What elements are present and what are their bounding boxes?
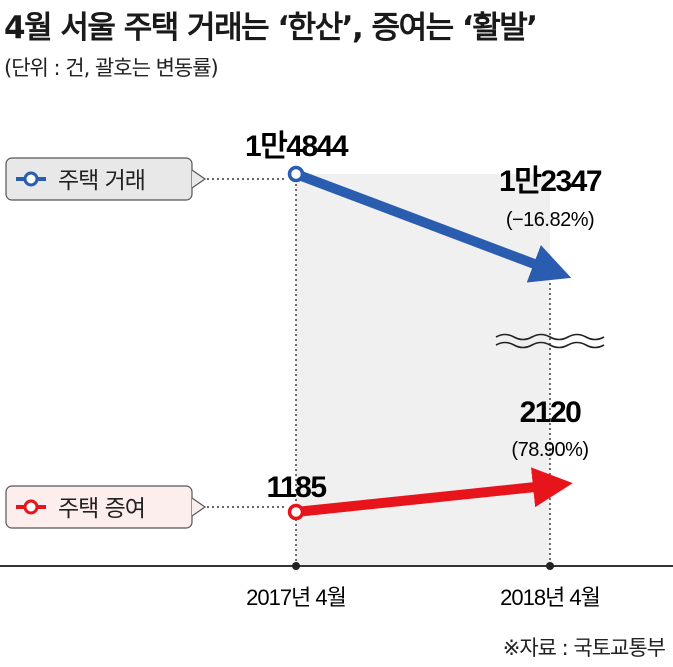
legend-gift: 주택 증여 (5, 485, 207, 529)
unit-note: (단위 : 건, 괄호는 변동률) (4, 56, 219, 80)
series-line-transaction (294, 169, 572, 283)
chart-title: 4월 서울 주택 거래는 ‘한산’, 증여는 ‘활발’ (4, 10, 538, 46)
legend-marker (23, 499, 39, 515)
data-point-gift-2017 (287, 503, 305, 521)
x-tick-label-2017: 2017년 4월 (246, 585, 346, 610)
data-label-transaction-2017: 1만4844 (245, 130, 349, 163)
legend-label-gift: 주택 증여 (58, 496, 145, 522)
change-label-transaction: (−16.82%) (506, 209, 594, 231)
data-point-transaction-2017 (287, 165, 305, 183)
data-label-transaction-2018: 1만2347 (499, 165, 602, 198)
x-axis-tick-dot (546, 562, 554, 570)
data-label-gift-2018: 2120 (520, 396, 582, 429)
axis-break-mark (495, 341, 605, 349)
x-tick-label-2018: 2018년 4월 (500, 585, 600, 610)
legend-label-transaction: 주택 거래 (58, 168, 145, 194)
legend-marker (23, 171, 39, 187)
series-line-gift (295, 467, 573, 517)
axis-break-mark (495, 333, 605, 341)
source-note: ※자료 : 국토교통부 (502, 636, 666, 660)
legend-transaction: 주택 거래 (5, 157, 207, 201)
data-label-gift-2017: 1185 (266, 471, 326, 504)
x-axis-tick-dot (292, 562, 300, 570)
change-label-gift: (78.90%) (511, 439, 588, 461)
